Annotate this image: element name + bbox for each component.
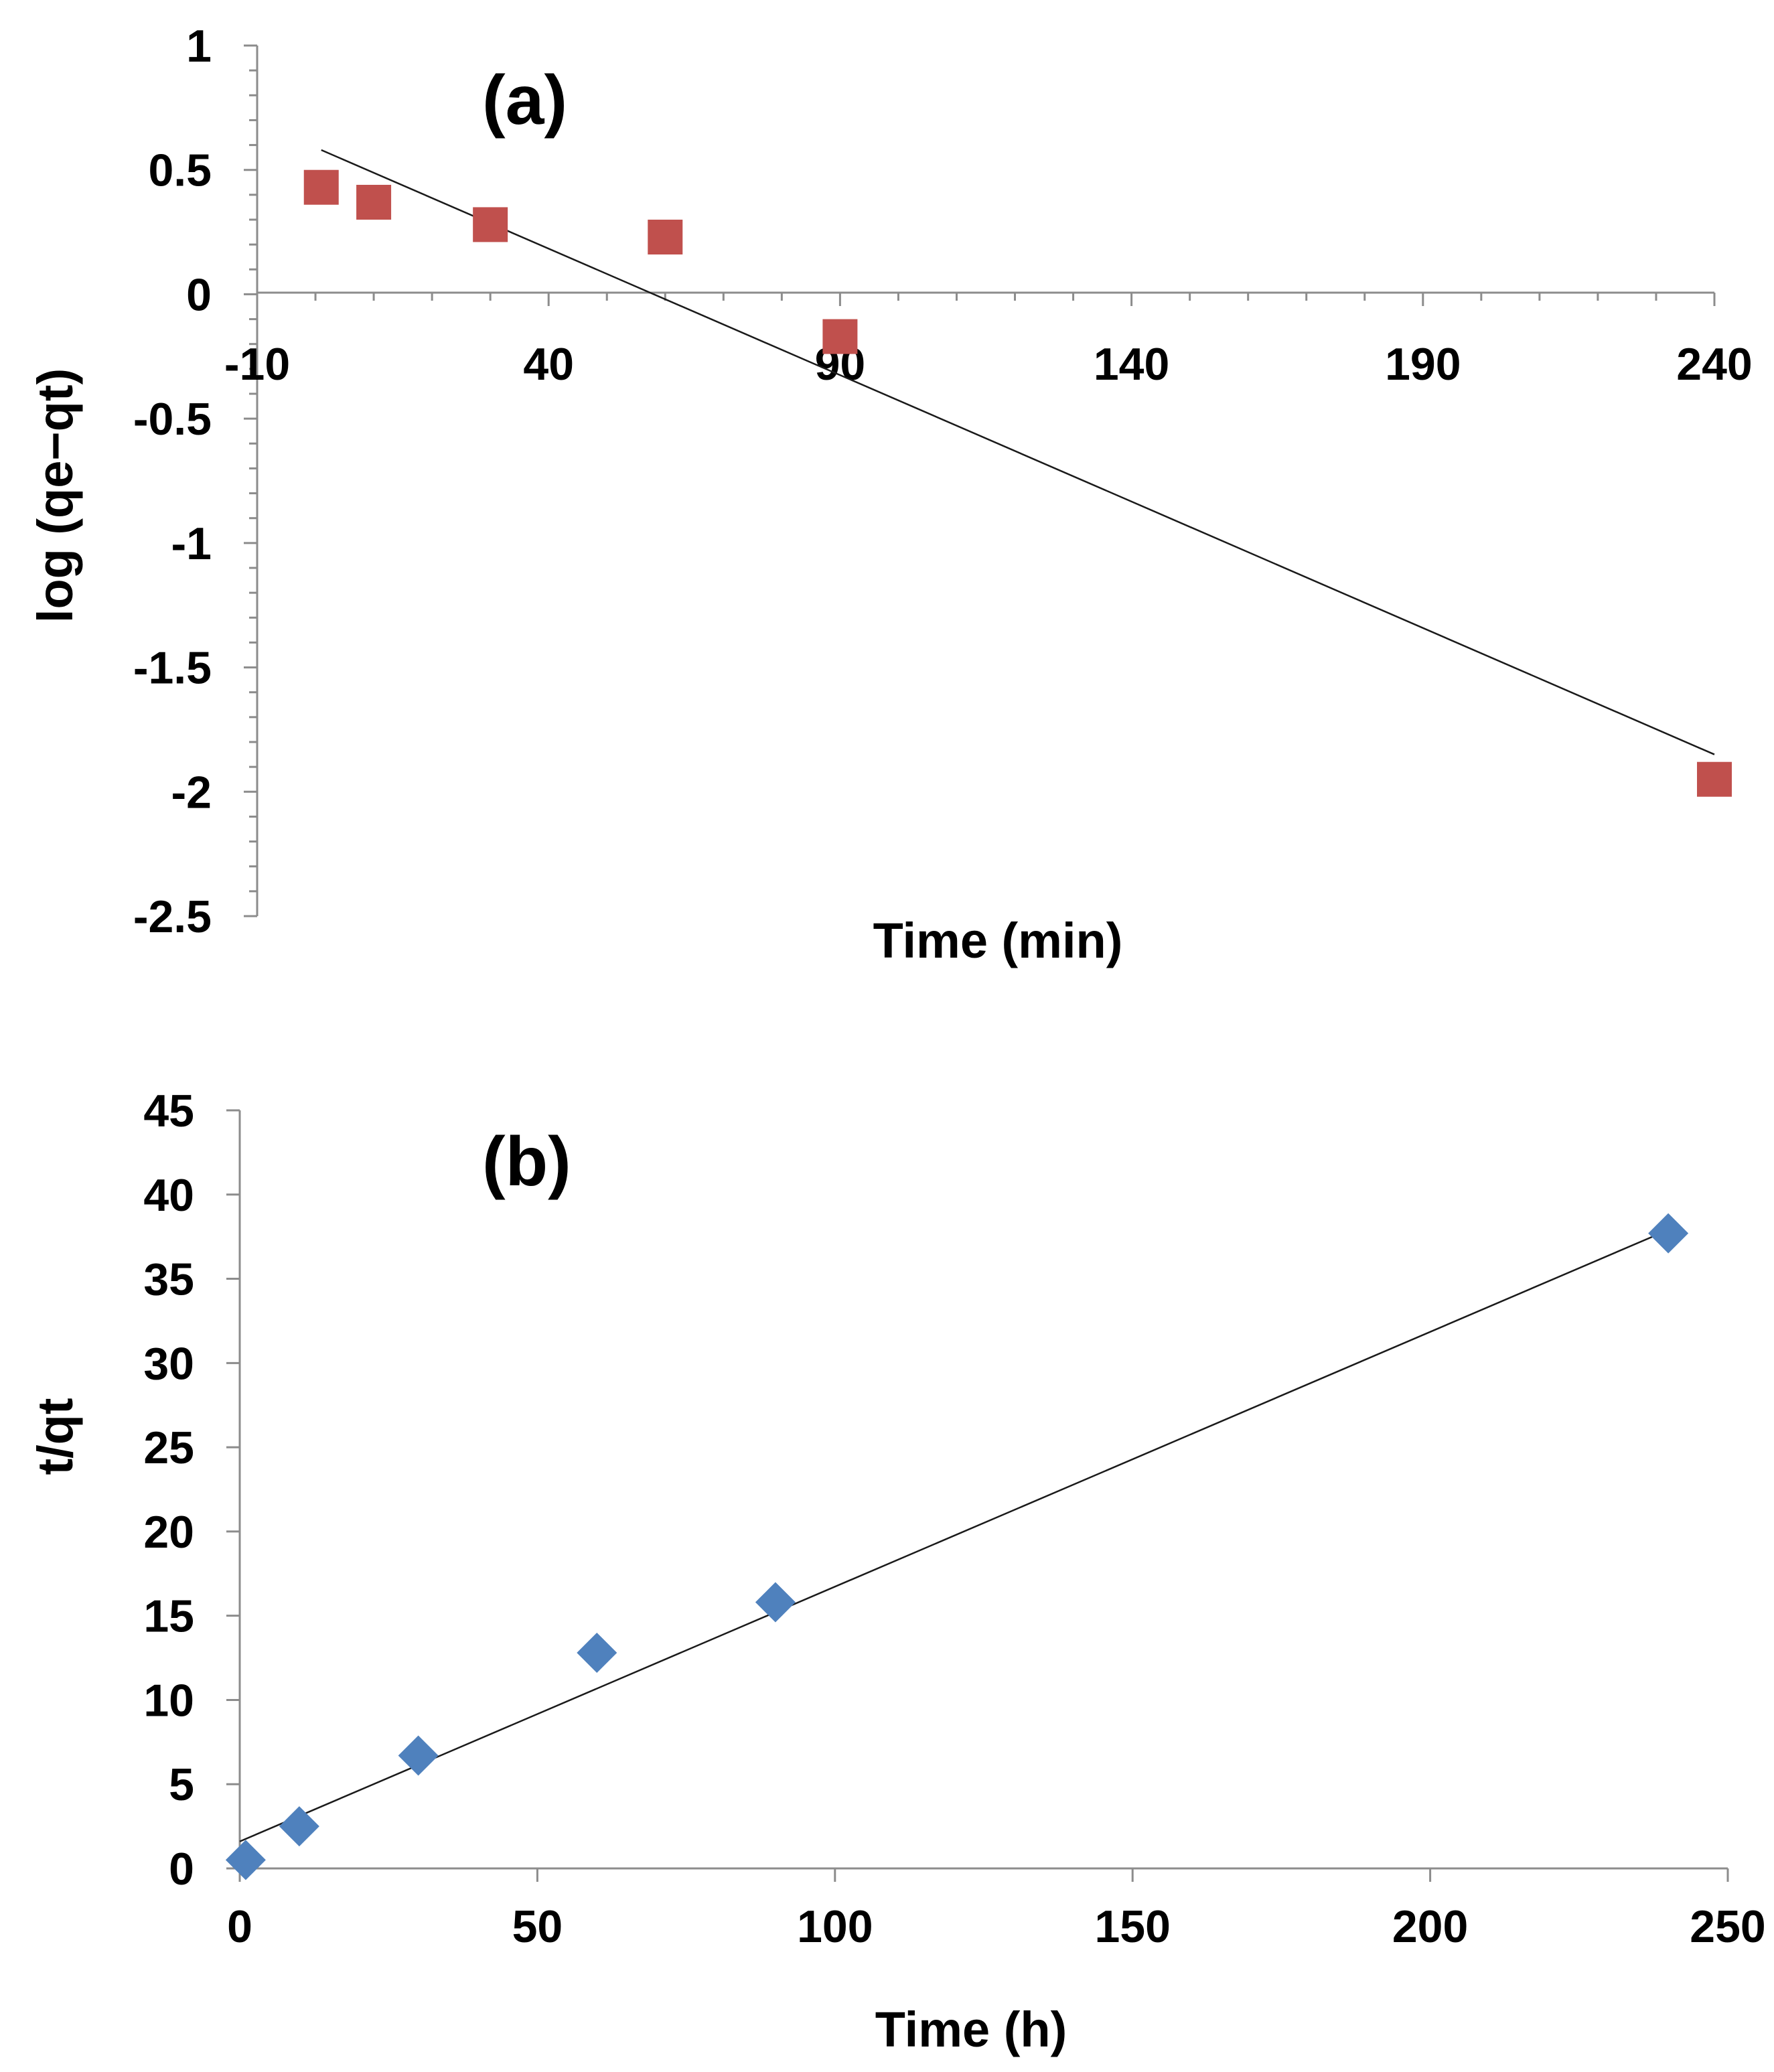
panel-a-x-tick-label: 140 xyxy=(1094,339,1169,390)
panel-b-x-tick-label: 0 xyxy=(227,1901,252,1952)
panel-a-x-tick-label: 40 xyxy=(523,339,574,390)
panel-b-data-point xyxy=(1648,1213,1689,1254)
panel-a-y-tick-label: -1.5 xyxy=(133,643,212,694)
panel-b-x-tick-label: 50 xyxy=(512,1901,563,1952)
panel-b-trendline xyxy=(239,1229,1669,1842)
panel-a-data-point xyxy=(303,169,339,205)
panel-a-data-point xyxy=(1697,761,1732,797)
panel-a-tick-labels: 10.50-0.5-1-1.5-2-2.5-10 40 90 140 190 240 xyxy=(133,21,1753,942)
panel-b-x-axis-title: Time (h) xyxy=(875,2002,1067,2057)
panel-b-y-tick-label: 25 xyxy=(143,1422,194,1473)
panel-b-y-tick-label: 20 xyxy=(143,1507,194,1558)
panel-b-y-tick-label: 5 xyxy=(169,1759,194,1810)
panel-a-data-point xyxy=(822,319,858,354)
panel-a-x-tick-label: -10 xyxy=(224,339,290,390)
panel-a-data-points xyxy=(303,169,1732,797)
panel-a-y-tick-label: -1 xyxy=(171,518,212,569)
panel-a-y-tick-label: 0.5 xyxy=(148,145,212,196)
panel-b-y-tick-label: 45 xyxy=(143,1086,194,1136)
panel-b-y-tick-label: 0 xyxy=(169,1844,194,1895)
panel-b-x-tick-label: 150 xyxy=(1094,1901,1170,1952)
panel-a-y-tick-label: -2 xyxy=(171,767,212,818)
panel-b-y-tick-label: 35 xyxy=(143,1254,194,1305)
panel-a-trendline xyxy=(321,149,1715,755)
panel-b-y-tick-label: 10 xyxy=(143,1675,194,1726)
panel-a-axes xyxy=(256,46,1714,916)
panel-b-data-point xyxy=(279,1806,319,1847)
panel-b-y-tick-label: 40 xyxy=(143,1170,194,1221)
panel-b-data-point xyxy=(225,1840,266,1880)
panel-a-y-tick-label: -0.5 xyxy=(133,394,212,445)
panel-b-data-point xyxy=(398,1735,439,1776)
panel-a-chart: 10.50-0.5-1-1.5-2-2.5-10 40 90 140 190 240 (a… xyxy=(27,21,1753,968)
panel-a-x-tick-label: 190 xyxy=(1385,339,1461,390)
panel-b-data-point xyxy=(755,1582,796,1623)
panel-a-x-tick-label: 240 xyxy=(1676,339,1752,390)
panel-a-y-tick-label: -2.5 xyxy=(133,891,212,942)
panel-b-x-tick-label: 100 xyxy=(797,1901,873,1952)
panel-b-axes xyxy=(238,1110,1728,1870)
panel-a-data-point xyxy=(473,207,508,242)
panel-b-ticks xyxy=(226,1109,1729,1882)
panel-a-y-tick-label: 0 xyxy=(186,269,212,320)
panel-a-y-axis-title: log (qe−qt) xyxy=(27,368,83,623)
panel-b-label: (b) xyxy=(482,1123,571,1201)
panel-b-x-tick-label: 200 xyxy=(1392,1901,1468,1952)
panel-b-data-point xyxy=(577,1633,617,1674)
panel-b-y-axis-title: t/qt xyxy=(27,1398,83,1475)
panel-a-x-axis-title: Time (min) xyxy=(873,913,1123,968)
panel-b-data-points xyxy=(225,1213,1689,1880)
panel-a-ticks xyxy=(244,44,1716,917)
panel-b-y-tick-label: 30 xyxy=(143,1338,194,1389)
panel-a-data-point xyxy=(356,185,392,220)
panel-b-y-tick-label: 15 xyxy=(143,1591,194,1642)
panel-b-x-tick-label: 250 xyxy=(1690,1901,1765,1952)
panel-a-label: (a) xyxy=(482,62,567,139)
panel-a-data-point xyxy=(648,220,683,254)
panel-a-y-tick-label: 1 xyxy=(186,21,212,72)
